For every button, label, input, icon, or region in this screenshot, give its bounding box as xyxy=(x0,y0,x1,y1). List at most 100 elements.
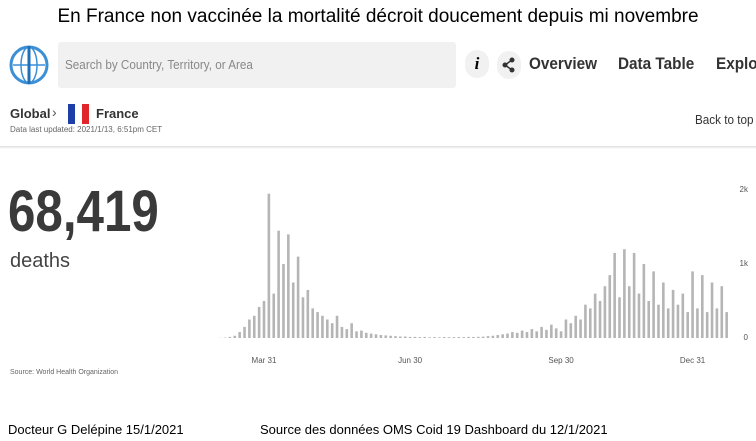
bar xyxy=(301,297,305,338)
x-tick-label: Dec 31 xyxy=(680,356,706,365)
bar xyxy=(423,336,427,338)
bar xyxy=(433,337,436,338)
nav-bar: Overview Data Table Explore xyxy=(529,54,756,78)
bar xyxy=(613,252,616,338)
bar xyxy=(535,331,539,338)
bar xyxy=(705,312,709,338)
bar xyxy=(574,315,577,338)
bar xyxy=(637,293,641,338)
bar xyxy=(603,286,607,338)
nav-item[interactable]: Data Table xyxy=(618,54,695,73)
bar xyxy=(559,331,563,338)
bar xyxy=(642,264,646,338)
bar xyxy=(467,336,470,338)
bar xyxy=(691,271,694,338)
slide-title: En France non vaccinée la mortalité décr… xyxy=(57,6,699,27)
bar xyxy=(457,336,461,338)
bar xyxy=(252,315,256,338)
bar xyxy=(262,301,266,338)
y-tick-label: 1k xyxy=(740,259,749,268)
total-label: deaths xyxy=(10,250,71,272)
bar xyxy=(243,326,246,338)
bar xyxy=(588,308,592,338)
bar xyxy=(725,312,728,338)
bar xyxy=(632,252,636,338)
bar xyxy=(462,337,465,338)
bar xyxy=(627,286,631,338)
bar xyxy=(476,336,480,338)
y-tick-label: 2k xyxy=(740,185,749,194)
bar xyxy=(316,312,319,338)
bar xyxy=(296,256,300,338)
x-tick-label: Sep 30 xyxy=(548,356,574,365)
share-button[interactable] xyxy=(497,51,521,79)
footer-source: Source des données OMS Coid 19 Dashboard… xyxy=(260,422,608,437)
bar xyxy=(647,301,651,338)
bar xyxy=(608,275,612,338)
bar xyxy=(389,335,392,338)
bar xyxy=(403,336,407,338)
bar xyxy=(384,335,388,338)
info-button[interactable]: i xyxy=(465,50,489,78)
bar xyxy=(569,323,573,338)
bar xyxy=(355,331,358,338)
bar xyxy=(364,332,368,338)
footer-author: Docteur G Delépine 15/1/2021 xyxy=(8,422,184,437)
bar xyxy=(267,193,271,338)
bar xyxy=(525,332,529,338)
bar xyxy=(330,323,334,338)
bar xyxy=(701,275,704,338)
bar xyxy=(564,319,568,338)
nav-item[interactable]: Overview xyxy=(529,54,598,73)
bar xyxy=(550,324,553,338)
bar xyxy=(472,336,475,338)
bar xyxy=(291,282,295,338)
bar xyxy=(326,319,329,338)
breadcrumb-country: France xyxy=(96,106,139,121)
bar xyxy=(530,329,534,338)
total-value: 68,419 xyxy=(8,179,159,244)
bar xyxy=(579,319,582,338)
bar xyxy=(374,334,378,338)
bar xyxy=(540,326,543,338)
bar xyxy=(520,330,524,338)
bar xyxy=(545,329,548,338)
bar xyxy=(408,336,412,338)
bar xyxy=(345,329,349,338)
bar xyxy=(287,234,290,338)
bar xyxy=(696,308,699,338)
bar xyxy=(554,328,558,338)
bar xyxy=(428,337,431,338)
bar xyxy=(442,337,446,338)
bar xyxy=(418,337,422,338)
bar xyxy=(657,304,660,338)
bar xyxy=(360,330,363,338)
bar xyxy=(681,293,685,338)
bar xyxy=(438,337,441,338)
search-placeholder: Search by Country, Territory, or Area xyxy=(65,57,253,72)
bar xyxy=(311,308,314,338)
bar xyxy=(257,306,261,338)
bar xyxy=(491,335,495,338)
bar xyxy=(671,289,675,338)
bar xyxy=(720,286,724,338)
back-to-top[interactable]: Back to top xyxy=(695,112,754,127)
search-box[interactable]: Search by Country, Territory, or Area xyxy=(58,42,456,88)
bar xyxy=(623,249,626,338)
bar xyxy=(248,319,251,338)
bar xyxy=(715,308,719,338)
bar xyxy=(321,315,324,338)
bar xyxy=(306,289,310,338)
nav-item[interactable]: Explore xyxy=(716,54,756,73)
bar xyxy=(233,335,237,338)
bar xyxy=(277,230,280,338)
bar xyxy=(515,332,519,338)
breadcrumb-root[interactable]: Global xyxy=(10,106,51,121)
x-tick-label: Mar 31 xyxy=(252,356,277,365)
breadcrumb-separator: › xyxy=(52,104,57,120)
bar xyxy=(598,301,602,338)
bar xyxy=(618,297,621,338)
bar xyxy=(686,312,689,338)
bar xyxy=(413,336,417,338)
